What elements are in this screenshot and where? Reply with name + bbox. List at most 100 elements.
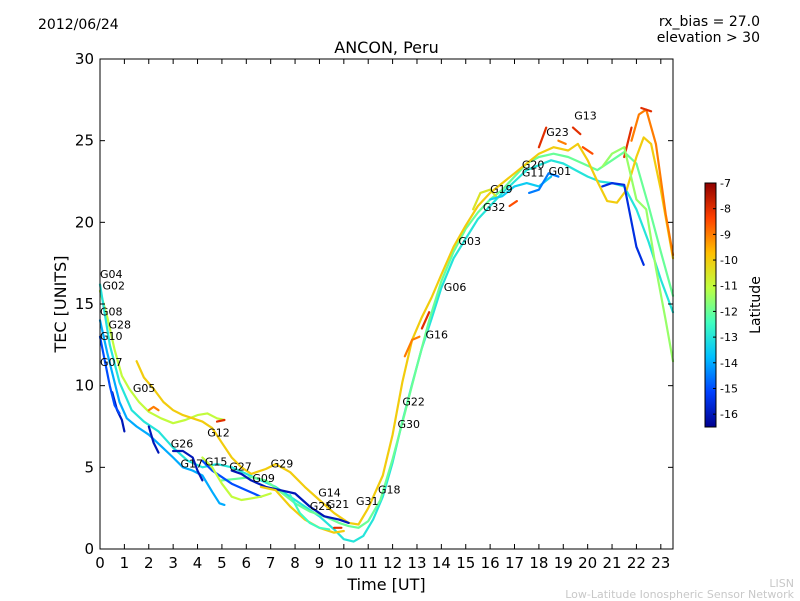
x-tick-label-20: 20 — [578, 554, 597, 572]
sat-label-g25: G25 — [310, 500, 333, 513]
x-tick-label-13: 13 — [407, 554, 426, 572]
cb-tick-label--16: -16 — [720, 408, 738, 421]
colorbar: -7 -8 -9 -10 -11 -12 -13 -14 -15 -16 Latitude — [704, 177, 764, 428]
sat-label-g18: G18 — [378, 483, 401, 496]
sat-label-g21: G21 — [327, 498, 350, 511]
cb-tick-label--11: -11 — [720, 280, 738, 293]
series-line-17 — [289, 494, 331, 531]
sat-label-g09: G09 — [252, 472, 275, 485]
cb-tick-label--7: -7 — [720, 177, 731, 190]
x-tick-label-7: 7 — [266, 554, 276, 572]
sat-label-g10: G10 — [100, 330, 123, 343]
sat-label-g30: G30 — [397, 418, 420, 431]
y-tick-label-30: 30 — [75, 50, 94, 68]
sat-label-g17: G17 — [180, 457, 203, 470]
cb-tick-label--9: -9 — [720, 228, 731, 241]
series-line-12 — [172, 449, 204, 482]
x-tick-label-4: 4 — [193, 554, 203, 572]
y-tick-label-5: 5 — [84, 458, 94, 476]
series-line-13 — [230, 469, 350, 524]
sat-label-g19: G19 — [490, 183, 513, 196]
y-axis: 0 5 10 15 20 25 30 — [75, 50, 673, 558]
series-line-20 — [420, 311, 431, 330]
sat-label-g06: G06 — [444, 281, 467, 294]
sat-label-g13: G13 — [574, 109, 597, 122]
x-tick-label-14: 14 — [432, 554, 451, 572]
watermark-short: LISN — [769, 577, 794, 590]
x-tick-label-8: 8 — [290, 554, 300, 572]
sat-label-g07: G07 — [100, 356, 123, 369]
x-tick-label-16: 16 — [481, 554, 500, 572]
x-tick-label-15: 15 — [456, 554, 475, 572]
series-line-23 — [537, 126, 548, 149]
series-line-22 — [508, 200, 518, 208]
sat-label-g15: G15 — [205, 456, 228, 469]
sat-label-g04: G04 — [100, 268, 123, 281]
x-tick-label-21: 21 — [602, 554, 621, 572]
sat-label-g32: G32 — [483, 201, 506, 214]
series-line-0 — [98, 289, 226, 425]
y-tick-label-25: 25 — [75, 132, 94, 150]
cb-tick-label--15: -15 — [720, 382, 738, 395]
sat-label-g02: G02 — [102, 279, 125, 292]
series-line-14 — [201, 459, 262, 498]
series-line-8 — [98, 319, 226, 506]
cb-tick-label--8: -8 — [720, 203, 731, 216]
y-tick-label-15: 15 — [75, 295, 94, 313]
x-tick-label-3: 3 — [168, 554, 178, 572]
x-tick-label-1: 1 — [120, 554, 130, 572]
x-tick-label-12: 12 — [383, 554, 402, 572]
x-tick-label-19: 19 — [554, 554, 573, 572]
series-line-3 — [220, 151, 675, 529]
series-line-6 — [630, 108, 675, 257]
series-layer — [98, 106, 675, 543]
x-tick-label-23: 23 — [651, 554, 670, 572]
rx-bias-label: rx_bias = 27.0 — [658, 14, 760, 30]
sat-label-g16: G16 — [426, 328, 449, 341]
colorbar-label: Latitude — [748, 276, 764, 334]
series-line-11 — [147, 425, 160, 454]
x-tick-label-17: 17 — [505, 554, 524, 572]
cb-tick-label--14: -14 — [720, 357, 738, 370]
sat-label-g28: G28 — [109, 319, 132, 332]
series-line-21 — [472, 188, 499, 211]
cb-tick-label--10: -10 — [720, 254, 738, 267]
series-line-27 — [581, 146, 594, 155]
sat-label-g23: G23 — [546, 126, 569, 139]
sat-label-g08: G08 — [100, 305, 123, 318]
series-line-19 — [403, 335, 421, 358]
sat-label-g27: G27 — [229, 461, 252, 474]
colorbar-gradient — [704, 182, 717, 428]
x-tick-label-2: 2 — [144, 554, 154, 572]
date-label: 2012/06/24 — [38, 17, 119, 33]
series-line-25 — [571, 126, 582, 136]
x-tick-label-22: 22 — [627, 554, 646, 572]
x-tick-label-11: 11 — [359, 554, 378, 572]
sat-label-g03: G03 — [458, 235, 481, 248]
series-line-30 — [528, 172, 560, 194]
x-tick-label-9: 9 — [315, 554, 325, 572]
x-axis: 0 1 2 3 4 5 6 7 8 9 10 11 12 13 14 15 16 17 18 19 20 21 22 23 — [95, 59, 670, 572]
series-line-24 — [557, 139, 567, 145]
x-tick-label-0: 0 — [95, 554, 105, 572]
sat-label-g12: G12 — [207, 426, 230, 439]
watermark-long: Low-Latitude Ionospheric Sensor Network — [565, 588, 794, 601]
series-line-28 — [601, 182, 645, 266]
series-line-15 — [201, 456, 272, 502]
x-tick-label-5: 5 — [217, 554, 227, 572]
sat-label-g26: G26 — [171, 438, 194, 451]
colorbar-ticks: -7 -8 -9 -10 -11 -12 -13 -14 -15 -16 — [713, 177, 738, 421]
cb-tick-label--13: -13 — [720, 331, 738, 344]
sat-label-g11: G11 — [522, 167, 545, 180]
y-tick-label-20: 20 — [75, 213, 94, 231]
cb-tick-label--12: -12 — [720, 305, 738, 318]
elevation-label: elevation > 30 — [656, 30, 760, 46]
x-tick-label-18: 18 — [529, 554, 548, 572]
sat-label-g05: G05 — [133, 382, 156, 395]
chart-title: ANCON, Peru — [334, 38, 439, 57]
y-axis-label: TEC [UNITS] — [51, 256, 70, 354]
sat-label-g29: G29 — [271, 457, 294, 470]
y-tick-label-10: 10 — [75, 377, 94, 395]
series-line-16 — [259, 485, 345, 534]
